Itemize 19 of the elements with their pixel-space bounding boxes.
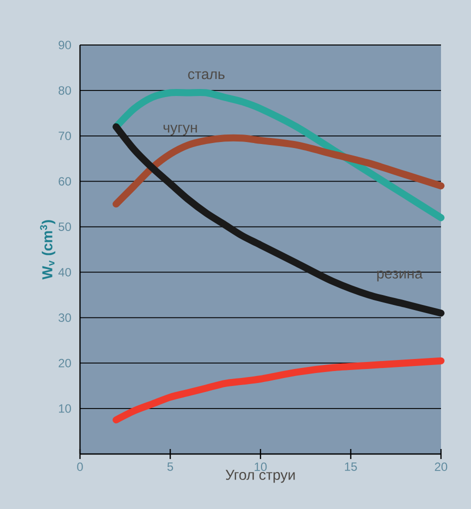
y-tick-label: 40 — [58, 268, 71, 276]
x-tick-label: 20 — [434, 462, 448, 472]
series-label: резина — [377, 270, 423, 282]
y-tick-label: 30 — [58, 313, 71, 322]
y-tick-label: 60 — [58, 177, 71, 186]
x-axis-title: Угол струи — [226, 470, 295, 483]
text: W$_{v}$ (cm$^{3}$) — [40, 220, 56, 280]
y-tick-label: 90 — [58, 40, 71, 50]
series-label: сталь — [188, 71, 225, 80]
y-tick-label: 80 — [58, 86, 71, 95]
y-tick-label: 50 — [58, 222, 71, 232]
x-tick-label: 10 — [254, 462, 267, 472]
y-tick-label: 70 — [58, 132, 71, 140]
x-tick-label: 5 — [167, 462, 174, 471]
x-tick-label: 0 — [77, 462, 83, 472]
x-tick-label: 15 — [344, 462, 357, 471]
y-tick-label: 20 — [58, 358, 71, 368]
series-label: чугун — [164, 124, 197, 136]
y-tick-label: 10 — [59, 404, 71, 413]
